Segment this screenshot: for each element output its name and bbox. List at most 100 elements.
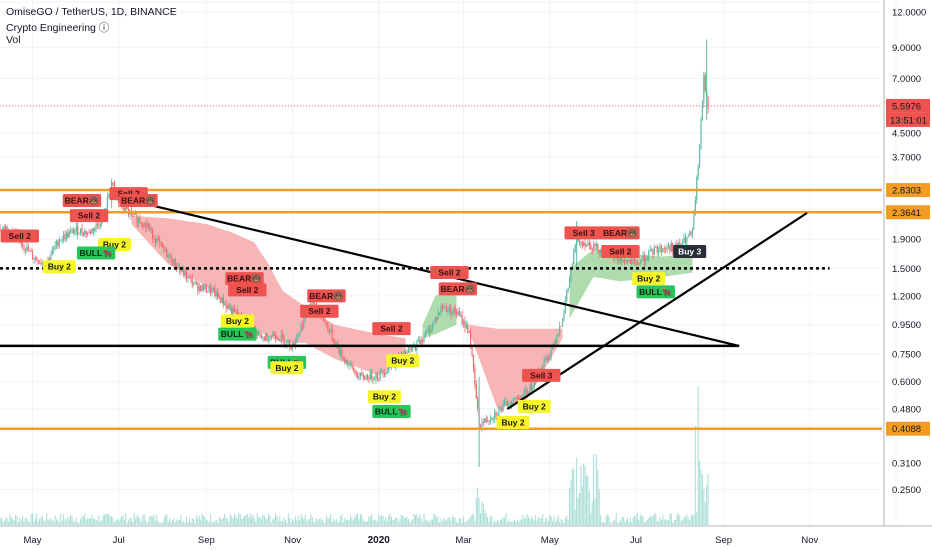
signal-label-bg xyxy=(270,361,304,375)
candle-body xyxy=(163,247,165,251)
candle-body xyxy=(386,371,388,373)
candle-body xyxy=(177,267,179,268)
candle-body xyxy=(625,259,627,262)
volume-bar xyxy=(696,511,698,525)
volume-bar xyxy=(85,519,87,525)
volume-bar xyxy=(154,520,156,525)
volume-bar xyxy=(436,516,438,525)
volume-bar xyxy=(320,517,322,525)
volume-bar xyxy=(429,522,431,525)
volume-bar xyxy=(7,522,9,525)
volume-bar xyxy=(234,513,236,525)
candle-body xyxy=(142,223,144,227)
bull-cloud-2 xyxy=(569,249,693,319)
y-tick-label: 2.8303 xyxy=(892,186,921,197)
candle-body xyxy=(157,238,159,240)
volume-bar xyxy=(409,522,411,525)
volume-bar xyxy=(211,522,213,525)
volume-bar xyxy=(365,520,367,525)
volume-bar xyxy=(593,454,595,525)
volume-bar xyxy=(525,517,527,525)
volume-bar xyxy=(378,513,380,525)
volume-bar xyxy=(67,516,69,525)
volume-bar xyxy=(162,522,164,525)
volume-bar xyxy=(566,515,568,525)
x-tick-label: Mar xyxy=(455,535,471,546)
x-tick-label: Jul xyxy=(113,535,125,546)
candle-body xyxy=(135,213,137,215)
candle-body xyxy=(635,261,637,263)
volume-bar xyxy=(581,485,583,525)
candle-body xyxy=(665,248,667,250)
candle-body xyxy=(591,248,593,250)
volume-bar xyxy=(601,522,603,525)
volume-bar xyxy=(415,515,417,525)
volume-bar xyxy=(488,521,490,525)
volume-bar xyxy=(181,521,183,525)
candle-body xyxy=(65,232,68,240)
volume-bar xyxy=(484,510,486,525)
volume-bar xyxy=(150,516,152,525)
signal-label-bg xyxy=(225,272,264,286)
candle-body xyxy=(697,167,699,178)
volume-bar xyxy=(540,518,542,525)
signal-label-bg xyxy=(430,266,469,280)
candle-body xyxy=(672,242,674,252)
signal-label-bg xyxy=(386,354,420,368)
volume-bar xyxy=(156,514,158,525)
volume-bar xyxy=(167,521,169,525)
candle-body xyxy=(328,330,330,332)
indicator-label-crypto-engineering[interactable]: Crypto Engineering ⓘ xyxy=(6,22,110,34)
candle-body xyxy=(327,323,329,331)
volume-bar xyxy=(550,516,552,525)
volume-bar xyxy=(605,515,607,525)
volume-bar xyxy=(328,517,330,525)
candle-body xyxy=(354,370,356,372)
volume-bar xyxy=(440,518,442,525)
candle-body xyxy=(112,182,114,184)
y-tick-label: 0.4800 xyxy=(892,404,921,415)
candle-body xyxy=(670,242,672,252)
indicator-label-volume[interactable]: Vol xyxy=(6,34,21,46)
volume-bar xyxy=(109,515,111,525)
volume-bar xyxy=(195,515,197,525)
volume-bar xyxy=(450,520,452,525)
candle-body xyxy=(424,332,427,338)
candle-body xyxy=(84,230,86,236)
volume-bar xyxy=(80,518,82,525)
volume-bar xyxy=(265,517,267,525)
candle-body xyxy=(106,197,109,210)
volume-bar xyxy=(325,515,327,525)
candle-body xyxy=(332,339,335,341)
candle-body xyxy=(512,399,514,406)
volume-bar xyxy=(643,522,645,525)
candle-body xyxy=(99,225,101,227)
volume-bar xyxy=(51,519,53,525)
volume-bar xyxy=(416,513,418,525)
candle-body xyxy=(143,226,145,228)
volume-bar xyxy=(492,522,494,525)
signal-label: BULL🐂 xyxy=(76,246,116,260)
candle-body xyxy=(167,255,169,258)
volume-bar xyxy=(549,515,551,525)
candle-body xyxy=(385,372,387,375)
x-tick-label: Sep xyxy=(715,535,732,546)
volume-bar xyxy=(116,519,118,525)
candle-body xyxy=(125,206,127,211)
candle-body xyxy=(587,242,589,245)
signal-label-bg xyxy=(632,272,666,286)
signal-label-bg xyxy=(42,260,76,274)
volume-bar xyxy=(78,522,80,525)
candle-body xyxy=(472,354,475,368)
candle-body xyxy=(188,275,190,277)
volume-bar xyxy=(590,512,592,525)
symbol-title[interactable]: OmiseGO / TetherUS, 1D, BINANCE xyxy=(6,6,177,18)
candle-body xyxy=(592,244,595,250)
candle-body xyxy=(147,227,149,229)
volume-bar xyxy=(532,518,534,525)
volume-bar xyxy=(200,519,202,525)
volume-bar xyxy=(422,522,424,525)
candle-body xyxy=(566,290,568,301)
volume-bar xyxy=(595,454,597,525)
